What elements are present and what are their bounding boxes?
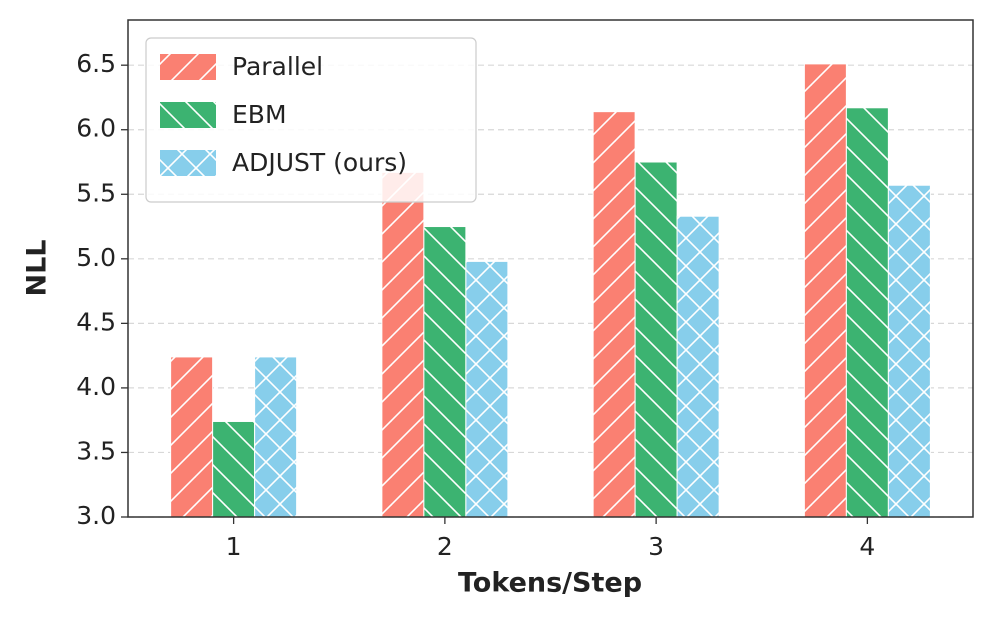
- x-tick-label: 1: [226, 532, 242, 561]
- bar: [212, 420, 256, 518]
- bar: [381, 171, 425, 518]
- x-tick-label: 3: [648, 532, 664, 561]
- legend-label: Parallel: [232, 52, 323, 81]
- bar: [803, 63, 847, 518]
- y-tick-label: 6.0: [76, 114, 116, 143]
- bar: [676, 215, 720, 518]
- plot-frame: [127, 19, 974, 518]
- bar: [254, 356, 298, 518]
- x-tick-label: 2: [437, 532, 453, 561]
- bar: [845, 107, 889, 518]
- legend-swatch: [160, 102, 216, 128]
- y-tick-label: 5.0: [76, 243, 116, 272]
- y-tick-label: 5.5: [76, 178, 116, 207]
- bar: [887, 184, 931, 518]
- y-axis-label: NLL: [22, 239, 53, 296]
- legend-swatch: [160, 150, 216, 176]
- bar: [465, 260, 509, 518]
- x-tick-label: 4: [859, 532, 875, 561]
- bar: [634, 161, 678, 518]
- legend-swatch: [160, 54, 216, 80]
- legend-label: ADJUST (ours): [232, 148, 407, 177]
- bar: [170, 356, 214, 518]
- y-tick-label: 3.5: [76, 436, 116, 465]
- x-axis-label: Tokens/Step: [458, 568, 642, 599]
- legend-label: EBM: [232, 100, 287, 129]
- y-tick-label: 6.5: [76, 49, 116, 78]
- y-tick-label: 4.0: [76, 372, 116, 401]
- y-tick-label: 3.0: [76, 501, 116, 530]
- bar: [423, 226, 467, 518]
- y-tick-label: 4.5: [76, 307, 116, 336]
- legend-box: [145, 37, 477, 203]
- bar: [592, 111, 636, 518]
